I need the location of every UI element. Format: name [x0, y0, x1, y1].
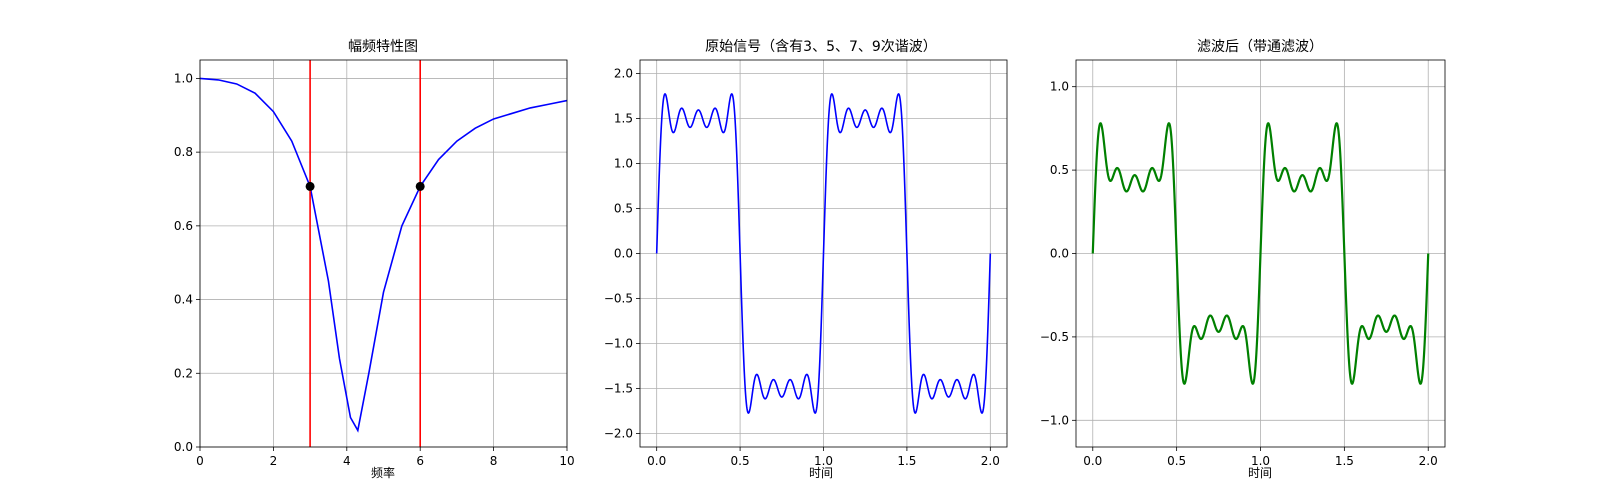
y-tick-label: 0.0	[1050, 247, 1069, 261]
panel-title: 幅频特性图	[348, 39, 418, 55]
series-group	[200, 77, 567, 433]
x-tick-label: 10	[559, 454, 574, 468]
y-tick-label: 0.4	[174, 293, 193, 307]
panel-title: 滤波后（带通滤波）	[1197, 39, 1323, 55]
x-tick-label: 0.0	[647, 454, 666, 468]
y-tick-label: −1.0	[604, 337, 633, 351]
original-signal-panel: 原始信号（含有3、5、7、9次谐波） 时间 0.0 0.5 1.0 1.5 2.0 −2.…	[604, 39, 1008, 480]
y-tick-label: 0.5	[614, 202, 633, 216]
x-axis-label: 时间	[1248, 466, 1272, 480]
x-tick-label: 8	[490, 454, 498, 468]
panel-title: 原始信号（含有3、5、7、9次谐波）	[705, 39, 937, 55]
y-tick-label: 0.0	[614, 247, 633, 261]
y-tick-label: 0.8	[174, 145, 193, 159]
x-tick-label: 0.0	[1083, 454, 1102, 468]
x-tick-label: 4	[343, 454, 351, 468]
plot-area: 0.0 0.5 1.0 1.5 2.0 −2.0 −1.5 −1.0 −0.5 0.0 0.5 1.0…	[604, 59, 1008, 468]
series-line	[1091, 122, 1430, 385]
y-tick-label: 1.5	[614, 112, 633, 126]
y-tick-label: −2.0	[604, 427, 633, 441]
axes-frame	[199, 59, 568, 448]
y-tick-label: 2.0	[614, 67, 633, 81]
plot-area: 0.0 0.5 1.0 1.5 2.0 −1.0 −0.5 0.0 0.5 1.0	[1040, 59, 1446, 468]
y-tick-label: 0.5	[1050, 163, 1069, 177]
filter-response-panel: 幅频特性图 频率 0 2 4 6 8 10 0.0 0.2 0.4 0.6 0.8 1.0	[174, 39, 575, 480]
series-line	[200, 77, 567, 433]
x-tick-label: 0.5	[1167, 454, 1186, 468]
x-tick-label: 1.5	[1335, 454, 1354, 468]
series-line	[655, 92, 992, 415]
x-axis-label: 时间	[809, 466, 833, 480]
x-tick-label: 1.0	[1251, 454, 1270, 468]
y-tick-label: −1.5	[604, 382, 633, 396]
x-tick-label: 0.5	[731, 454, 750, 468]
y-tick-label: 0.0	[174, 440, 193, 454]
filtered-signal-panel: 滤波后（带通滤波） 时间 0.0 0.5 1.0 1.5 2.0−1.0−0.50.00…	[1040, 39, 1446, 480]
y-tick-label: 0.6	[174, 219, 193, 233]
y-tick-label: 1.0	[174, 71, 193, 85]
x-tick-label: 2.0	[981, 454, 1000, 468]
x-axis-label: 频率	[371, 465, 395, 480]
x-tick-label: 6	[416, 454, 424, 468]
y-tick-label: 1.0	[1050, 80, 1069, 94]
plot-area: 0 2 4 6 8 10 0.0 0.2 0.4 0.6 0.8 1.0	[174, 59, 575, 468]
y-tick-label: 0.2	[174, 366, 193, 380]
series-group	[655, 92, 992, 415]
y-tick-label: −1.0	[1040, 413, 1069, 427]
x-tick-label: 2.0	[1419, 454, 1438, 468]
x-tick-label: 2	[270, 454, 278, 468]
x-tick-label: 1.5	[897, 454, 916, 468]
cutoff-point	[415, 181, 425, 191]
x-tick-label: 1.0	[814, 454, 833, 468]
y-tick-label: −0.5	[604, 292, 633, 306]
cutoff-point	[305, 181, 315, 191]
series-group	[1091, 122, 1430, 385]
y-tick-label: 1.0	[614, 157, 633, 171]
y-tick-label: −0.5	[1040, 330, 1069, 344]
x-tick-label: 0	[196, 454, 204, 468]
